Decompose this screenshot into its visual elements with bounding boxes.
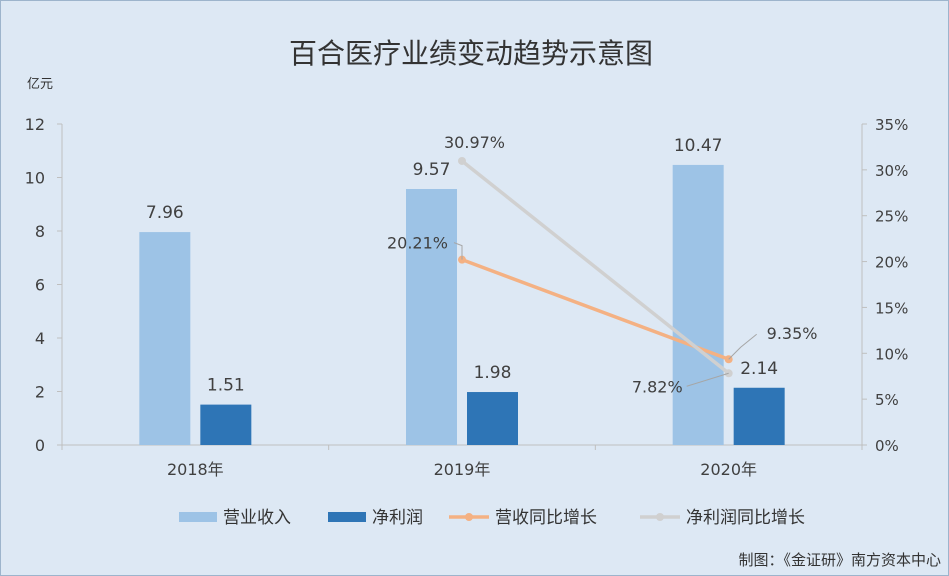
- legend-net-profit-swatch: [328, 512, 366, 522]
- net-profit-bar: [467, 392, 518, 445]
- revenue-growth-label: 20.21%: [387, 234, 448, 253]
- legend-net-profit-growth-label: 净利润同比增长: [686, 508, 805, 528]
- y-tick-label: 12: [25, 115, 45, 134]
- y-tick-label: 4: [35, 329, 45, 348]
- net-profit-bar-value-label: 2.14: [740, 359, 778, 379]
- y2-tick-label: 15%: [875, 299, 908, 317]
- y2-tick-label: 35%: [875, 116, 908, 134]
- revenue-bar: [139, 232, 191, 445]
- legend-revenue-growth-label: 营收同比增长: [495, 508, 597, 528]
- y-tick-label: 2: [35, 383, 45, 402]
- net-profit-growth-point: [458, 156, 466, 165]
- net-profit-growth-leader-line: [686, 372, 729, 387]
- net-profit-bar: [733, 387, 785, 445]
- y-axis-unit-label: 亿元: [27, 77, 53, 92]
- legend-revenue-label: 营业收入: [223, 508, 291, 528]
- x-category-label: 2018年: [167, 460, 224, 479]
- revenue-bar-value-label: 7.96: [146, 203, 184, 223]
- legend-revenue-swatch: [179, 512, 217, 522]
- net-profit-bar: [200, 404, 252, 445]
- revenue-bar: [672, 164, 724, 446]
- revenue-growth-label: 9.35%: [767, 324, 818, 343]
- y2-tick-label: 25%: [875, 208, 908, 226]
- net-profit-growth-label: 7.82%: [632, 377, 683, 396]
- y-tick-label: 6: [35, 276, 45, 295]
- y-tick-label: 10: [25, 169, 45, 188]
- y-tick-label: 0: [35, 436, 45, 455]
- net-profit-bar-value-label: 1.98: [474, 363, 512, 383]
- y-tick-label: 8: [35, 222, 45, 241]
- legend-net-profit-growth-marker: [656, 513, 664, 521]
- legend-revenue-growth-marker: [465, 513, 473, 521]
- net-profit-growth-label: 30.97%: [444, 133, 505, 152]
- y2-tick-label: 30%: [875, 162, 908, 180]
- y2-tick-label: 0%: [875, 437, 899, 455]
- revenue-growth-line: [461, 258, 730, 361]
- revenue-bar-value-label: 9.57: [413, 160, 451, 180]
- revenue-growth-leader-line: [453, 242, 463, 260]
- revenue-bar-value-label: 10.47: [674, 136, 723, 156]
- x-category-label: 2020年: [700, 460, 757, 479]
- chart-title: 百合医疗业绩变动趋势示意图: [289, 37, 653, 70]
- x-category-label: 2019年: [434, 460, 491, 479]
- y2-tick-label: 10%: [875, 345, 908, 363]
- y2-tick-label: 5%: [875, 391, 899, 409]
- chart-credit: 制图：《金证研》南方资本中心: [738, 551, 941, 569]
- revenue-bar: [406, 189, 457, 445]
- legend-net-profit-label: 净利润: [372, 508, 423, 528]
- y2-tick-label: 20%: [875, 254, 908, 272]
- net-profit-bar-value-label: 1.51: [207, 376, 245, 396]
- revenue-growth-leader-line: [728, 333, 757, 360]
- net-profit-growth-line: [460, 159, 730, 375]
